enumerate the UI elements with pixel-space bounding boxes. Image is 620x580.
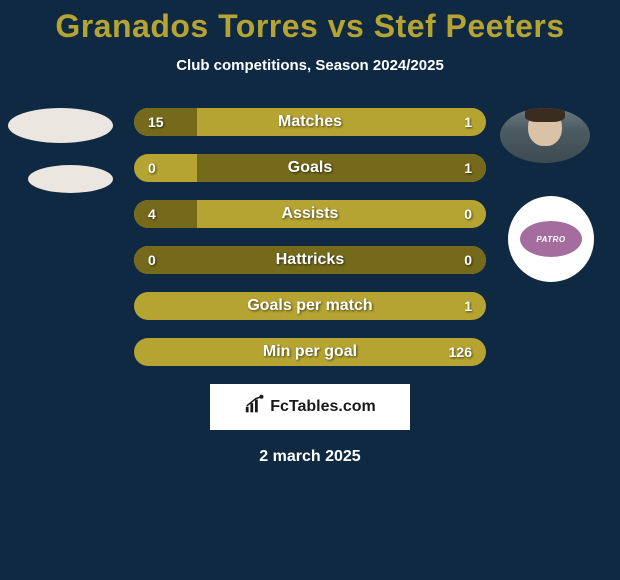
- stat-value-right: 1: [464, 298, 472, 314]
- stat-value-right: 126: [449, 344, 472, 360]
- player1-club-badge: [28, 165, 113, 193]
- stat-row: Goals 0 1: [134, 154, 486, 182]
- stat-label: Min per goal: [263, 343, 357, 361]
- stat-fill-left: [134, 108, 197, 136]
- stat-row: Assists 4 0: [134, 200, 486, 228]
- page-title: Granados Torres vs Stef Peeters: [55, 8, 564, 45]
- player2-club-badge: PATRO: [508, 196, 594, 282]
- stat-value-left: 15: [148, 114, 164, 130]
- stats-list: Matches151Goals01Assists40Hattricks00Goa…: [134, 108, 486, 366]
- stat-value-left: 4: [148, 206, 156, 222]
- stat-value-left: 0: [148, 252, 156, 268]
- chart-soccer-icon: [244, 394, 266, 421]
- stat-label: Goals per match: [247, 297, 372, 315]
- stat-label: Hattricks: [276, 251, 344, 269]
- branding-text: FcTables.com: [270, 398, 376, 416]
- branding-bar: FcTables.com: [210, 384, 410, 430]
- player2-avatar: [500, 108, 590, 163]
- stat-fill-right: [197, 154, 486, 182]
- comparison-card: Granados Torres vs Stef Peeters Club com…: [0, 0, 620, 466]
- stat-label: Goals: [288, 159, 332, 177]
- stat-row: Matches 15 1: [134, 108, 486, 136]
- stat-value-right: 1: [464, 160, 472, 176]
- stat-row: Goals per match 1: [134, 292, 486, 320]
- player1-avatar: [8, 108, 113, 143]
- stats-wrap: PATRO Matches151Goals01Assists40Hattrick…: [0, 108, 620, 366]
- stat-label: Matches: [278, 113, 342, 131]
- date-label: 2 march 2025: [259, 448, 360, 466]
- stat-row: Min per goal 126: [134, 338, 486, 366]
- stat-value-right: 0: [464, 206, 472, 222]
- stat-value-right: 0: [464, 252, 472, 268]
- stat-row: Hattricks 0 0: [134, 246, 486, 274]
- subtitle: Club competitions, Season 2024/2025: [176, 57, 444, 74]
- club-badge-label: PATRO: [520, 221, 582, 257]
- stat-value-left: 0: [148, 160, 156, 176]
- stat-value-right: 1: [464, 114, 472, 130]
- stat-fill-left: [134, 200, 197, 228]
- stat-label: Assists: [282, 205, 339, 223]
